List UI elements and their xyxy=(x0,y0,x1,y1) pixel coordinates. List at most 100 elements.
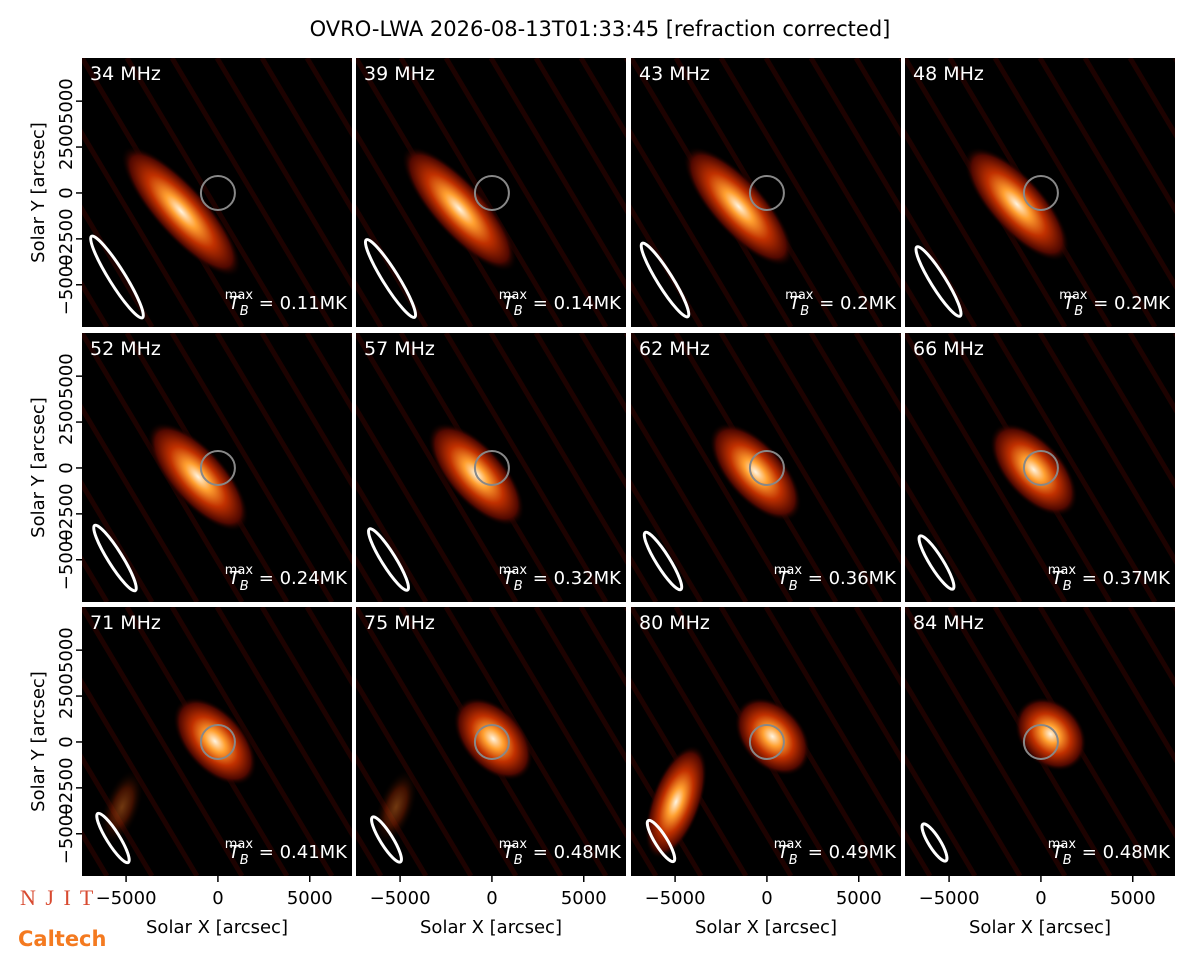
y-axis-label: Solar Y [arcsec] xyxy=(28,122,49,263)
tb-value: 0.48 xyxy=(1103,842,1143,863)
tb-sub: B xyxy=(1074,304,1083,319)
tb-sup: max xyxy=(1048,837,1077,852)
sidelobe xyxy=(905,333,1068,602)
tb-sup: max xyxy=(225,563,254,578)
tb-symbol: T xyxy=(503,842,516,863)
x-axis-label: Solar X [arcsec] xyxy=(969,917,1111,938)
tb-value: 0.41 xyxy=(280,842,320,863)
sidelobe xyxy=(214,333,352,565)
y-tick-label: −5000 xyxy=(56,529,77,590)
x-tick-label: 0 xyxy=(212,888,223,909)
sidelobe xyxy=(356,677,474,876)
panel-label: 39 MHz xyxy=(364,63,435,85)
y-tick-label: 0 xyxy=(56,187,77,198)
tb-annotation: TBmax = 0.41MK xyxy=(225,837,348,868)
tb-value: 0.32 xyxy=(554,568,594,589)
tb-unit: MK xyxy=(594,842,623,863)
tb-symbol: T xyxy=(1052,842,1065,863)
solar-disk xyxy=(1022,449,1059,486)
x-tick-label: −5000 xyxy=(645,888,706,909)
x-tick-label: 5000 xyxy=(836,888,882,909)
beam xyxy=(642,530,684,592)
sidelobe xyxy=(398,58,564,327)
panel-label: 71 MHz xyxy=(90,612,161,634)
sidelobe xyxy=(631,403,749,602)
panel-label: 48 MHz xyxy=(913,63,984,85)
solar-disk xyxy=(473,174,510,211)
x-axis-label: Solar X [arcsec] xyxy=(420,917,562,938)
panel xyxy=(82,58,352,327)
sidelobe xyxy=(82,128,200,327)
beam xyxy=(367,527,410,592)
tb-annotation: TBmax = 0.2MK xyxy=(785,288,897,319)
sidelobe xyxy=(718,58,884,327)
sidelobe xyxy=(169,607,335,876)
tb-sup: max xyxy=(225,837,254,852)
sidelobe xyxy=(992,333,1158,602)
sidelobe xyxy=(1172,58,1175,63)
emission xyxy=(734,697,811,776)
tb-value: 0.36 xyxy=(829,568,869,589)
logo-njit: N J I T xyxy=(20,885,95,910)
tb-value: 0.49 xyxy=(829,842,869,863)
beam xyxy=(920,822,949,863)
beam xyxy=(914,245,963,318)
sidelobe xyxy=(1127,607,1175,688)
tb-eq: = xyxy=(1087,293,1114,314)
sidelobe xyxy=(905,403,1023,602)
tb-sup: max xyxy=(774,563,803,578)
sidelobe xyxy=(214,607,352,839)
solar-disk xyxy=(748,723,785,760)
sidelobe xyxy=(82,607,245,876)
x-axis-label: Solar X [arcsec] xyxy=(695,917,837,938)
tb-sup: max xyxy=(499,563,528,578)
tb-sub: B xyxy=(514,853,523,868)
tb-value: 0.11 xyxy=(280,293,320,314)
tb-sup: max xyxy=(785,288,814,303)
x-tick-label: 5000 xyxy=(561,888,607,909)
sidelobe xyxy=(905,607,1068,876)
y-tick-label: 0 xyxy=(56,462,77,473)
panel xyxy=(631,333,901,602)
tb-value: 0.48 xyxy=(554,842,594,863)
solar-disk xyxy=(748,449,785,486)
beam xyxy=(370,815,403,864)
sidelobe xyxy=(763,333,901,565)
panel-label: 75 MHz xyxy=(364,612,435,634)
sidelobe xyxy=(488,58,626,290)
beam xyxy=(95,811,131,865)
panel-label: 57 MHz xyxy=(364,338,435,360)
tb-sub: B xyxy=(240,853,249,868)
tb-sub: B xyxy=(789,579,798,594)
panel-label: 62 MHz xyxy=(639,338,710,360)
tb-annotation: TBmax = 0.37MK xyxy=(1048,563,1171,594)
sidelobe xyxy=(356,607,519,876)
panel xyxy=(356,58,626,327)
tb-value: 0.2 xyxy=(1114,293,1143,314)
sidelobe xyxy=(488,607,626,839)
tb-sub: B xyxy=(240,304,249,319)
tb-eq: = xyxy=(527,842,554,863)
sidelobe xyxy=(1037,58,1175,290)
sidelobe xyxy=(356,128,474,327)
tb-unit: MK xyxy=(1143,842,1172,863)
tb-symbol: T xyxy=(229,842,242,863)
sidelobe xyxy=(124,58,290,327)
sidelobe xyxy=(82,204,155,327)
emission xyxy=(683,146,794,267)
solar-disk xyxy=(473,723,510,760)
sidelobe xyxy=(853,607,901,688)
tb-sub: B xyxy=(1063,853,1072,868)
sidelobe xyxy=(808,58,901,215)
tb-sup: max xyxy=(1059,288,1088,303)
y-axis-label: Solar Y [arcsec] xyxy=(28,397,49,538)
tb-eq: = xyxy=(1076,568,1103,589)
sidelobe xyxy=(304,333,352,414)
tb-sup: max xyxy=(774,837,803,852)
solar-disk xyxy=(473,449,510,486)
panel-label: 52 MHz xyxy=(90,338,161,360)
tb-eq: = xyxy=(1076,842,1103,863)
sidelobe xyxy=(356,403,474,602)
sidelobe xyxy=(1082,58,1175,215)
tb-eq: = xyxy=(253,293,280,314)
